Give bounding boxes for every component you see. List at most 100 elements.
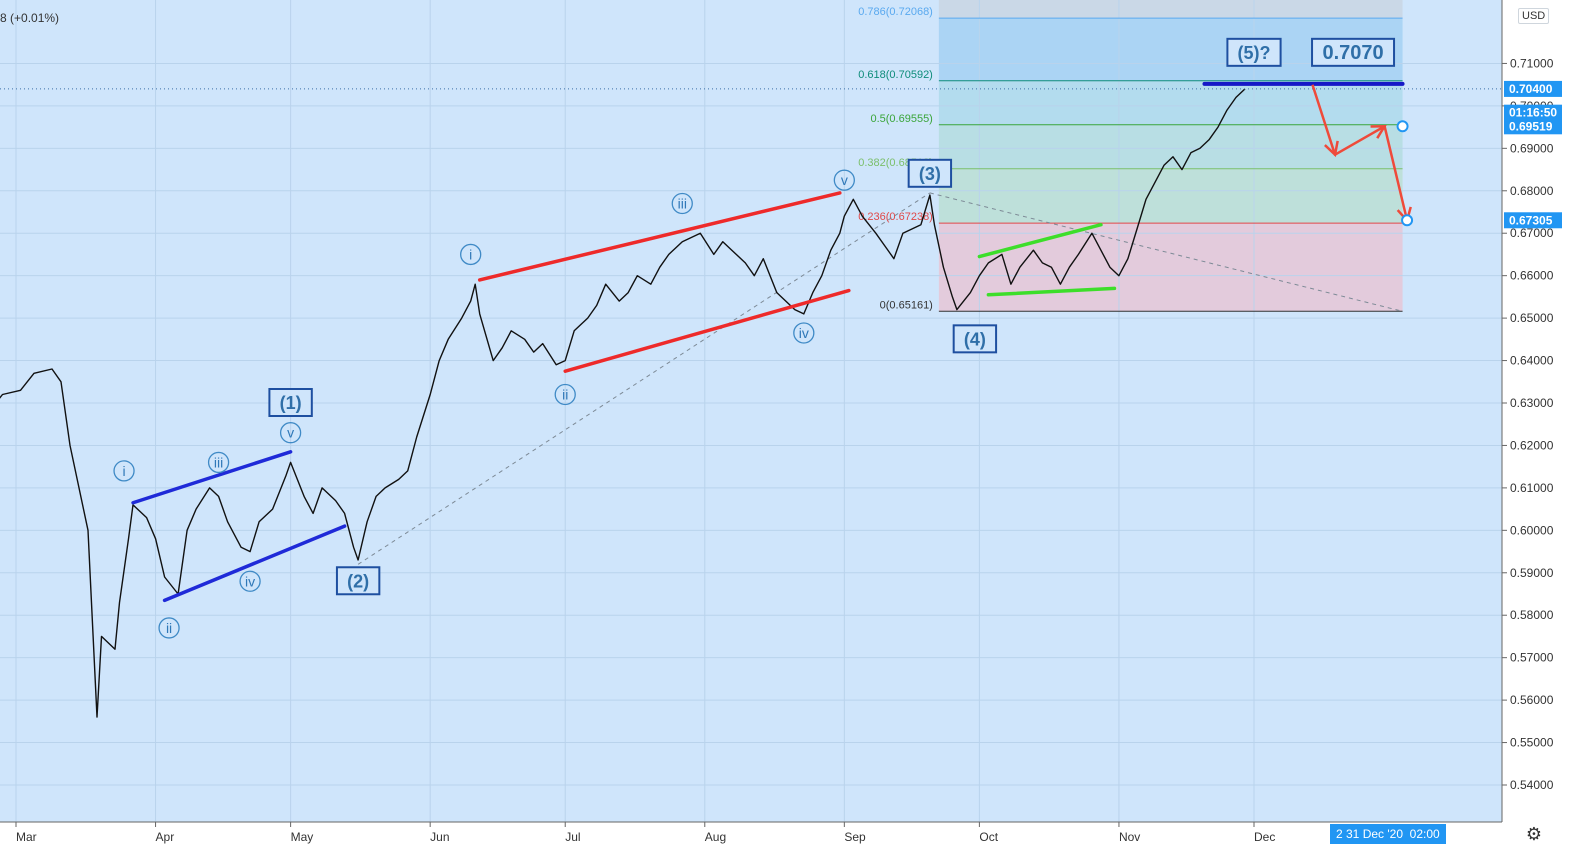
wave-label: i [122, 463, 125, 479]
time-axis-background [0, 822, 1502, 853]
y-tick-label: 0.56000 [1510, 693, 1554, 707]
wave-label: iv [799, 325, 809, 341]
projection-path [1311, 84, 1409, 221]
wave-label-circle [158, 617, 180, 639]
projection-marker [1396, 120, 1409, 133]
y-tick-label: 0.64000 [1510, 354, 1554, 368]
y-tick-label: 0.65000 [1510, 311, 1554, 325]
wave-label-circle [239, 570, 261, 592]
fib-level-label: 0.5(0.69555) [870, 113, 932, 125]
price-badge [1504, 212, 1562, 229]
wave-label: ii [166, 620, 172, 636]
wave-label-circle [207, 451, 230, 474]
wave-label-circle [554, 383, 576, 406]
wave-label-circle [460, 243, 482, 266]
price-badge-label: 0.67305 [1509, 213, 1553, 227]
projection-arrowhead [1370, 124, 1387, 139]
price-axis-background [1502, 0, 1569, 853]
triangle-green-line [977, 222, 1103, 259]
fib-level-label: 0.786(0.72068) [858, 6, 933, 18]
x-tick-label: Dec [1254, 830, 1275, 844]
ticker-fragment: 8 [0, 11, 7, 25]
y-tick-label: 0.57000 [1510, 651, 1554, 665]
projection-arrowhead [1324, 140, 1339, 158]
wave-label: (1) [280, 393, 302, 413]
x-tick-label: Aug [705, 830, 726, 844]
wave-label-box [268, 388, 313, 417]
fib-band [938, 223, 1403, 312]
channel-red-line [477, 191, 842, 282]
y-tick-label: 0.60000 [1510, 523, 1554, 537]
price-badge [1504, 118, 1562, 135]
wave-label: ii [562, 387, 568, 403]
dashed-trendline [929, 192, 1403, 312]
y-tick-label: 0.59000 [1510, 566, 1554, 580]
y-tick-label: 0.63000 [1510, 396, 1554, 410]
x-tick-label: Mar [16, 830, 37, 844]
x-tick-label: Oct [979, 830, 998, 844]
y-tick-label: 0.71000 [1510, 56, 1554, 70]
wave-label-circle [113, 460, 135, 482]
y-tick-label: 0.67000 [1510, 226, 1554, 240]
channel-red-line [563, 288, 851, 373]
fib-band [938, 168, 1403, 224]
x-tick-label: Apr [156, 830, 175, 844]
wave-label: iii [214, 454, 223, 470]
y-tick-label: 0.66000 [1510, 269, 1554, 283]
projection-marker [1401, 214, 1414, 227]
price-badge-label: 0.70400 [1509, 82, 1553, 96]
crosshair-time-badge: 2 31 Dec '20 02:00 [1330, 824, 1446, 844]
change-percent: (+0.01%) [10, 11, 60, 25]
x-tick-label: May [291, 830, 314, 844]
x-tick-label: Sep [844, 830, 866, 844]
fib-top-band [938, 0, 1403, 19]
price-badge [1504, 104, 1562, 121]
wave-label: iv [245, 573, 255, 589]
wave-label: (2) [347, 571, 369, 591]
price-badge [1504, 80, 1562, 97]
wave-label: v [841, 172, 848, 188]
wave-label: iii [678, 196, 687, 212]
wave-label-circle [671, 192, 693, 215]
y-tick-label: 0.68000 [1510, 184, 1554, 198]
wave-label: (5)? [1238, 43, 1271, 63]
y-tick-label: 0.54000 [1510, 778, 1554, 792]
wedge-blue-line [131, 450, 293, 505]
wave-label: (3) [919, 164, 941, 184]
price-badge-label: 01:16:50 [1509, 106, 1557, 120]
wave-label-box [907, 158, 953, 188]
y-tick-label: 0.61000 [1510, 481, 1554, 495]
y-tick-label: 0.62000 [1510, 438, 1554, 452]
wave-label-box [1226, 37, 1282, 67]
x-tick-label: Nov [1119, 830, 1140, 844]
price-badge-label: 0.69519 [1509, 119, 1553, 133]
wave-label-circle [279, 422, 302, 444]
wave-label: v [287, 425, 294, 441]
fib-level-label: 0(0.65161) [880, 299, 933, 311]
wave-label: (4) [964, 329, 986, 349]
price-series-line [0, 88, 1246, 718]
grid [0, 0, 1502, 822]
wave-label: 0.7070 [1322, 42, 1383, 64]
currency-button[interactable]: USD [1518, 8, 1550, 24]
y-tick-label: 0.58000 [1510, 608, 1554, 622]
wave-label-box [1311, 37, 1396, 67]
y-tick-label: 0.55000 [1510, 736, 1554, 750]
wave-label-box [952, 324, 998, 354]
y-tick-label: 0.69000 [1510, 141, 1554, 155]
symbol-header: 8 (+0.01%) [0, 11, 59, 25]
wave-label: i [469, 246, 472, 262]
wedge-blue-line [162, 524, 347, 603]
x-tick-label: Jul [565, 830, 580, 844]
dashed-trendline [357, 192, 931, 565]
fib-level-label: 0.236(0.67238) [858, 211, 933, 223]
x-tick-label: Jun [430, 830, 449, 844]
fib-level-label: 0.618(0.70592) [858, 69, 933, 81]
wave-label-circle [793, 322, 815, 344]
wave-label-box [335, 566, 381, 596]
triangle-green-line [986, 286, 1117, 297]
settings-gear-icon[interactable]: ⚙ [1525, 824, 1543, 845]
fib-band [938, 80, 1403, 125]
